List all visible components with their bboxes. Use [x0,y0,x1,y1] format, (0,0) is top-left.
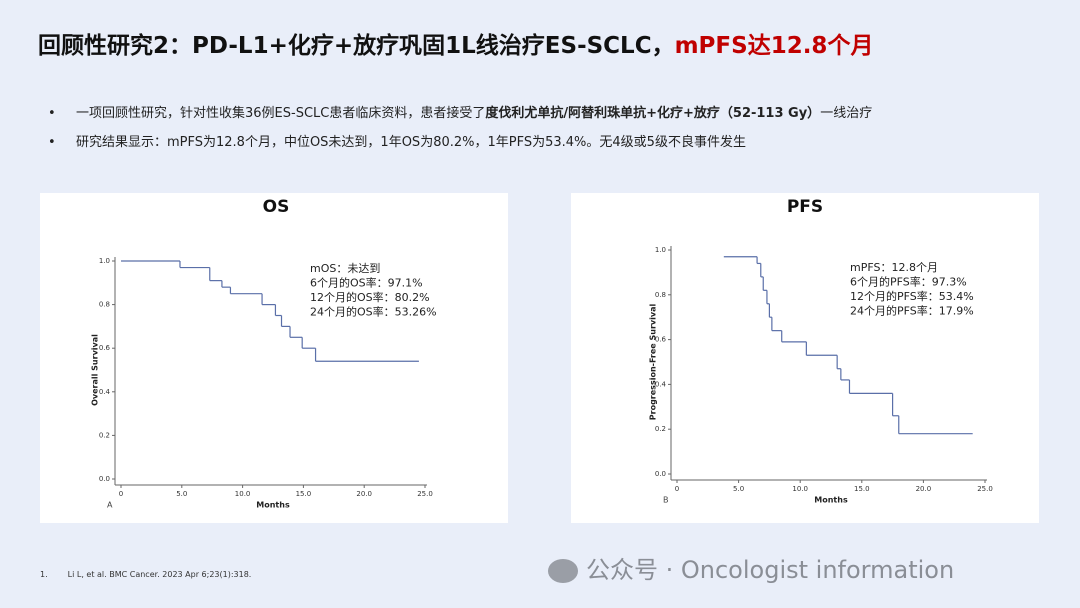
y-tick-label: 0.4 [655,380,667,388]
footnote-number: 1. [40,570,48,579]
bullet: • 一项回顾性研究，针对性收集36例ES-SCLC患者临床资料，患者接受了度伐利尤… [48,106,873,121]
y-tick-label: 1.0 [99,257,110,265]
x-tick-label: 15.0 [854,485,870,493]
chart-title: OS [263,197,290,217]
y-axis-label: Overall Survival [91,334,100,406]
title-text: 回顾性研究2：PD-L1+化疗+放疗巩固1L线治疗ES-SCLC， [38,33,675,59]
y-tick-label: 0.8 [99,301,110,309]
y-axis-label: Progression-Free Survival [649,304,658,421]
y-tick-label: 0.8 [655,291,666,299]
y-tick-label: 0.4 [99,388,111,396]
x-tick-label: 25.0 [417,490,433,498]
title-highlight: mPFS达12.8个月 [674,33,874,59]
annotation: 12个月的OS率：80.2% [310,290,430,304]
y-tick-label: 0.2 [655,425,666,433]
y-tick-label: 0.0 [655,470,666,478]
bullet-text: 一线治疗 [820,106,873,121]
x-tick-label: 20.0 [916,485,932,493]
x-tick-label: 0 [675,485,679,493]
x-tick-label: 10.0 [792,485,808,493]
y-tick-label: 0.6 [655,336,667,344]
bullet-text: 研究结果显示：mPFS为12.8个月，中位OS未达到，1年OS为80.2%，1年… [76,135,746,150]
chart-panel: PFS 0.0 0.2 0.4 0.6 0.8 1.0 0 5.0 10.0 15.0 20.0 25.… [571,193,1039,523]
watermark: 公众号 · Oncologist information [548,550,954,585]
footnote-text: Li L, et al. BMC Cancer. 2023 Apr 6;23(1… [67,570,252,579]
wechat-icon [548,559,578,583]
x-tick-label: 25.0 [977,485,993,493]
annotation: 6个月的PFS率：97.3% [850,275,967,289]
y-tick-label: 0.0 [99,475,110,483]
y-tick-label: 0.6 [99,344,111,352]
x-tick-label: 20.0 [356,490,372,498]
annotation: 24个月的OS率：53.26% [310,305,437,319]
slide-title: 回顾性研究2：PD-L1+化疗+放疗巩固1L线治疗ES-SCLC，mPFS达12… [38,26,873,60]
chart-panel: OS 0.0 0.2 0.4 0.6 0.8 1.0 0 5.0 10.0 15.0 20.0 25.0… [40,193,508,523]
watermark-text: 公众号 · Oncologist information [586,556,955,584]
x-axis-label: Months [814,496,848,505]
bullet-bold: 度伐利尤单抗/阿替利珠单抗+化疗+放疗（52-113 Gy） [485,106,821,121]
x-axis-label: Months [256,501,290,510]
x-tick-label: 0 [119,490,123,498]
y-tick-label: 1.0 [655,246,666,254]
x-tick-label: 15.0 [296,490,312,498]
y-tick-label: 0.2 [99,431,110,439]
x-tick-label: 10.0 [235,490,251,498]
annotation: 24个月的PFS率：17.9% [850,304,974,318]
bullet: • 研究结果显示：mPFS为12.8个月，中位OS未达到，1年OS为80.2%，1… [48,135,746,150]
panel-label: B [663,496,669,505]
chart: PFS 0.0 0.2 0.4 0.6 0.8 1.0 0 5.0 10.0 15.0 20.0 25.… [649,197,993,505]
x-tick-label: 5.0 [176,490,187,498]
x-tick-label: 5.0 [733,485,744,493]
panel-label: A [107,501,113,510]
chart: OS 0.0 0.2 0.4 0.6 0.8 1.0 0 5.0 10.0 15.0 20.0 25.0… [91,197,437,510]
bullet-text: 一项回顾性研究，针对性收集36例ES-SCLC患者临床资料，患者接受了 [76,106,486,121]
annotation: mOS：未达到 [310,262,380,275]
chart-title: PFS [787,197,823,217]
annotation: mPFS：12.8个月 [850,261,938,274]
annotation: 12个月的PFS率：53.4% [850,289,974,303]
annotation: 6个月的OS率：97.1% [310,276,423,290]
footnote: 1. Li L, et al. BMC Cancer. 2023 Apr 6;23… [40,570,271,579]
